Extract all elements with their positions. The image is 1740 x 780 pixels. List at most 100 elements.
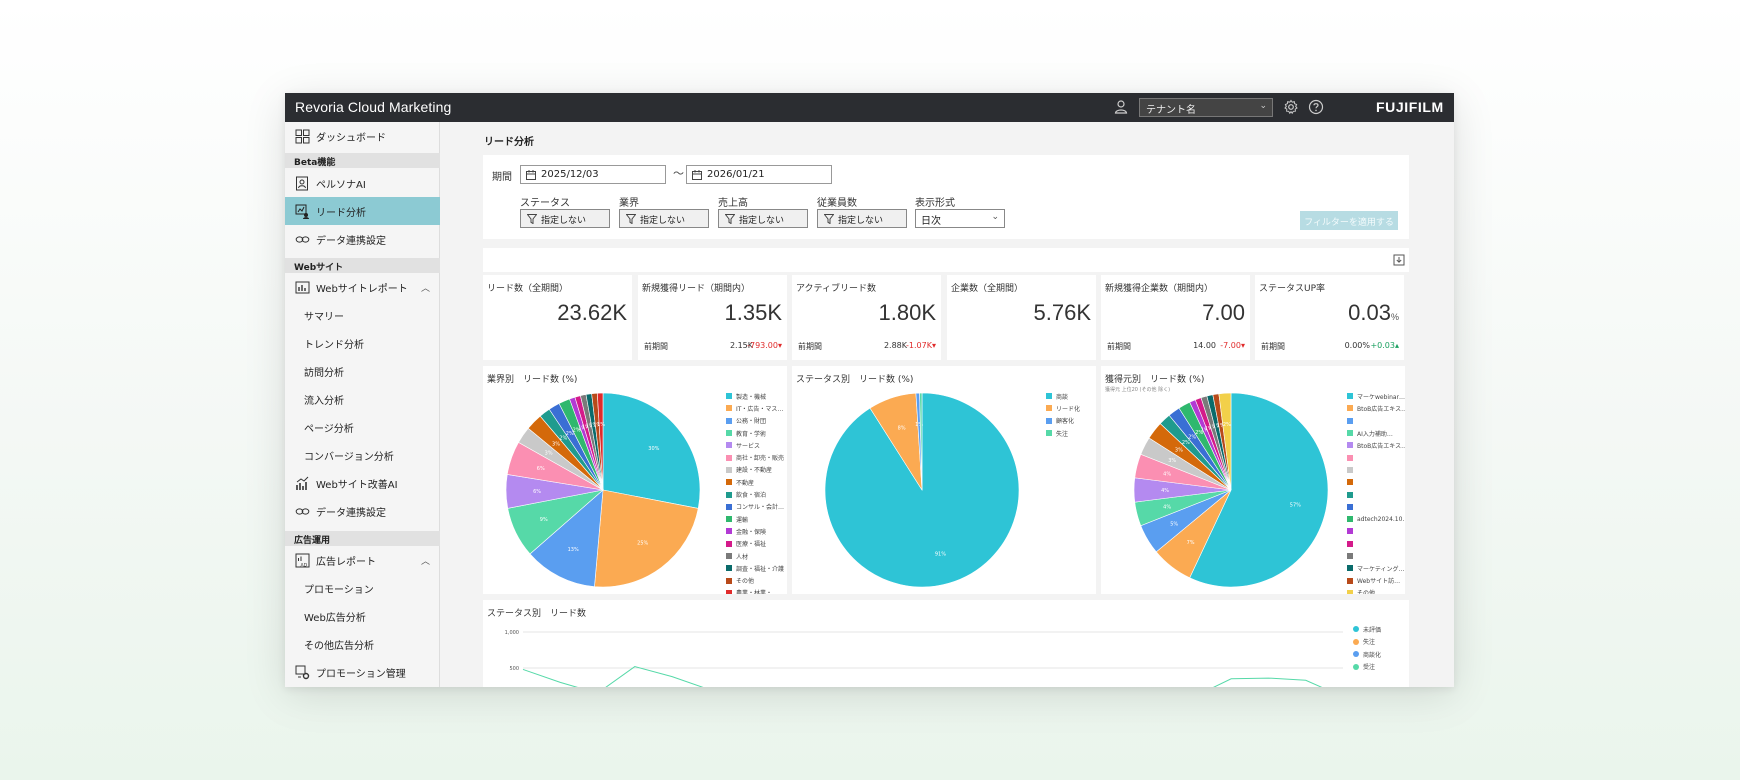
pie-slice[interactable] <box>596 392 604 491</box>
display-format-select[interactable]: 日次 ⌄ <box>915 209 1005 228</box>
legend-item[interactable]: その他 <box>726 574 784 586</box>
legend-item[interactable]: 商談 <box>1046 390 1080 402</box>
date-to-input[interactable]: 2026/01/21 <box>686 165 832 184</box>
pie-slice[interactable] <box>529 489 604 587</box>
legend-item[interactable]: リード化 <box>1046 402 1080 414</box>
sidebar-item-dashboard[interactable]: ダッシュボード <box>285 122 440 150</box>
legend-item[interactable]: サービス <box>726 439 784 451</box>
legend-item[interactable]: 調査・福祉・介護 <box>726 562 784 574</box>
sidebar-item-page[interactable]: ページ分析 <box>285 413 440 441</box>
legend-item[interactable] <box>1347 451 1405 463</box>
legend-item[interactable]: 受注 <box>1353 661 1381 674</box>
legend-item[interactable]: 農業・林業・… <box>726 587 784 594</box>
sidebar-item-ad-report[interactable]: AD 広告レポート ︿ <box>285 546 440 574</box>
legend-item[interactable]: 失注 <box>1353 636 1381 649</box>
legend-item[interactable]: Webサイト訪… <box>1347 574 1405 586</box>
employees-filter-button[interactable]: 指定しない <box>817 209 907 228</box>
legend-item[interactable]: マーケwebinar… <box>1347 390 1405 402</box>
chevron-up-icon[interactable]: ︿ <box>420 557 430 567</box>
sidebar-item-promotion[interactable]: プロモーション <box>285 574 440 602</box>
sidebar-item-lead-analysis[interactable]: リード分析 <box>285 197 440 225</box>
pie-slice[interactable] <box>919 392 923 491</box>
legend-item[interactable]: 不動産 <box>726 476 784 488</box>
legend-item[interactable] <box>1347 501 1405 513</box>
legend-item[interactable]: 教育・学術 <box>726 427 784 439</box>
legend-item[interactable]: 飲食・宿泊 <box>726 488 784 500</box>
status-filter-button[interactable]: 指定しない <box>520 209 610 228</box>
legend-item[interactable] <box>1347 415 1405 427</box>
gear-icon[interactable] <box>1283 99 1299 115</box>
status-label: ステータス <box>520 198 570 209</box>
chevron-up-icon[interactable]: ︿ <box>420 284 430 294</box>
legend-item[interactable]: BtoB広告エキス… <box>1347 439 1405 451</box>
apply-filter-button[interactable]: フィルターを適用する <box>1300 211 1398 230</box>
sidebar-item-summary[interactable]: サマリー <box>285 301 440 329</box>
legend-item[interactable]: 公務・財団 <box>726 415 784 427</box>
sidebar-item-web-report[interactable]: Webサイトレポート ︿ <box>285 273 440 301</box>
legend-label: 飲食・宿泊 <box>736 492 767 500</box>
kpi-delta: -1.07K▾ <box>906 341 936 350</box>
legend-item[interactable]: 商社・卸売・販売 <box>726 451 784 463</box>
legend-item[interactable]: 運輸 <box>726 513 784 525</box>
sidebar-item-data-link-2[interactable]: データ連携設定 <box>285 497 440 525</box>
legend-item[interactable]: 未評価 <box>1353 623 1381 636</box>
sidebar-item-trend[interactable]: トレンド分析 <box>285 329 440 357</box>
legend-item[interactable]: IT・広告・マス… <box>726 402 784 414</box>
legend-item[interactable] <box>1347 488 1405 500</box>
sidebar-item-promotion-mgmt[interactable]: プロモーション管理 <box>285 658 440 686</box>
tenant-select[interactable]: テナント名 ⌄ <box>1139 98 1273 117</box>
legend-item[interactable] <box>1347 476 1405 488</box>
status-line-chart: ステータス別 リード数 1,000 500 未評価 失注 商談化 受注 <box>483 600 1409 687</box>
sidebar-item-visit[interactable]: 訪問分析 <box>285 357 440 385</box>
legend-item[interactable]: マーケティング… <box>1347 562 1405 574</box>
pie-svg: 30%25%13%9%6%6%3%3%2%2%2%1%1%1%1%1%1% <box>505 392 701 588</box>
legend-item[interactable]: 製造・機械 <box>726 390 784 402</box>
sidebar-item-web-improve-ai[interactable]: Webサイト改善AI <box>285 469 440 497</box>
legend-item[interactable]: adtech2024.10… <box>1347 513 1405 525</box>
calendar-icon <box>526 170 536 180</box>
kpi-number: 7.00 <box>1202 300 1245 325</box>
sidebar-item-persona-ai[interactable]: ペルソナAI <box>285 169 440 197</box>
kpi-value: 5.76K <box>1034 300 1092 326</box>
legend-label: 失注 <box>1056 430 1069 438</box>
legend-item[interactable]: 顧客化 <box>1046 415 1080 427</box>
sidebar-item-inflow[interactable]: 流入分析 <box>285 385 440 413</box>
legend-item[interactable] <box>1347 550 1405 562</box>
series-line[interactable] <box>522 666 1343 687</box>
user-icon[interactable] <box>1113 99 1129 115</box>
legend-item[interactable]: AI入力補助… <box>1347 427 1405 439</box>
pie-slice[interactable] <box>594 489 699 588</box>
legend-item[interactable]: 人材 <box>726 550 784 562</box>
slice-label: 5% <box>1170 522 1178 528</box>
legend-item[interactable] <box>1347 525 1405 537</box>
legend-item[interactable]: 金融・保険 <box>726 525 784 537</box>
sales-filter-button[interactable]: 指定しない <box>718 209 808 228</box>
slice-label: 4% <box>1161 488 1169 494</box>
legend-item[interactable]: その他 <box>1347 587 1405 594</box>
legend-item[interactable] <box>1347 464 1405 476</box>
sidebar-item-other-ads[interactable]: その他広告分析 <box>285 630 440 658</box>
pie-slice[interactable] <box>1218 392 1232 491</box>
legend-item[interactable]: コンサル・会計… <box>726 501 784 513</box>
legend-item[interactable]: 医療・福祉 <box>726 538 784 550</box>
legend-item[interactable]: 失注 <box>1046 427 1080 439</box>
legend-swatch <box>726 454 732 461</box>
legend-item[interactable]: 建設・不動産 <box>726 464 784 476</box>
export-icon[interactable] <box>1393 254 1405 266</box>
sidebar-item-label: Webサイト改善AI <box>316 479 398 491</box>
legend-item[interactable]: BtoB広告エキス… <box>1347 402 1405 414</box>
legend-item[interactable] <box>1347 538 1405 550</box>
sidebar-item-data-link[interactable]: データ連携設定 <box>285 225 440 253</box>
help-icon[interactable] <box>1308 99 1324 115</box>
industry-filter-button[interactable]: 指定しない <box>619 209 709 228</box>
slice-label: 3% <box>1168 458 1176 464</box>
sidebar-item-conversion[interactable]: コンバージョン分析 <box>285 441 440 469</box>
period-label: 期間 <box>492 172 512 183</box>
pie-slice[interactable] <box>602 392 701 509</box>
legend-item[interactable]: 商談化 <box>1353 648 1381 661</box>
pie-slice[interactable] <box>1189 392 1329 588</box>
sidebar-item-web-ads[interactable]: Web広告分析 <box>285 602 440 630</box>
date-from-input[interactable]: 2025/12/03 <box>520 165 666 184</box>
line-svg: 1,000 500 <box>505 630 1343 687</box>
pie-svg: 57%7%5%4%4%4%3%3%2%2%2%1%1%1%1%1%2% <box>1133 392 1329 588</box>
